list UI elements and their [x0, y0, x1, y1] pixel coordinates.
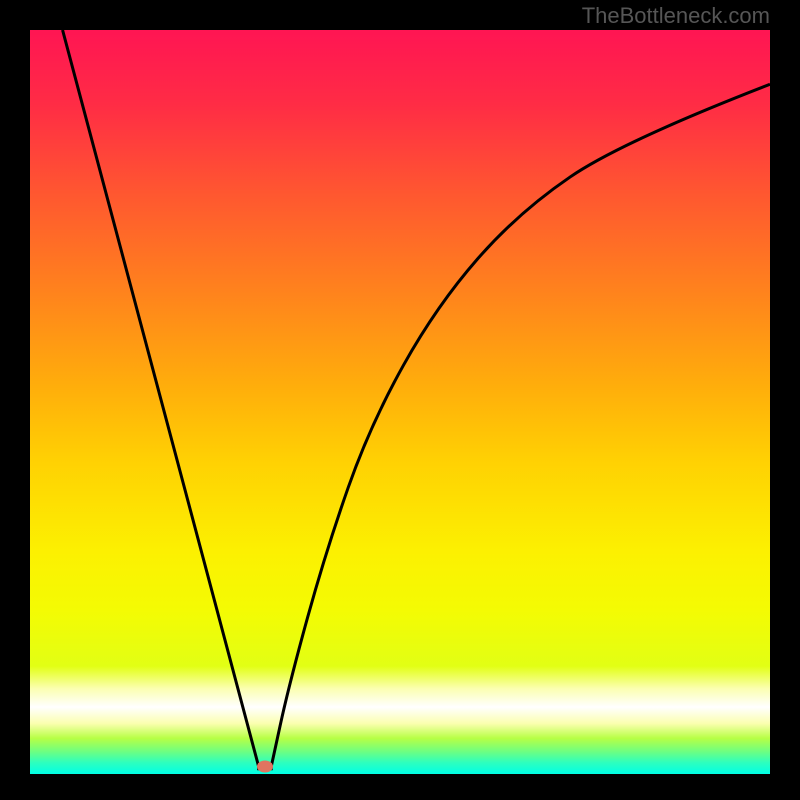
- outer-border: [0, 0, 800, 800]
- watermark-text: TheBottleneck.com: [582, 3, 770, 29]
- chart-frame: TheBottleneck.com: [0, 0, 800, 800]
